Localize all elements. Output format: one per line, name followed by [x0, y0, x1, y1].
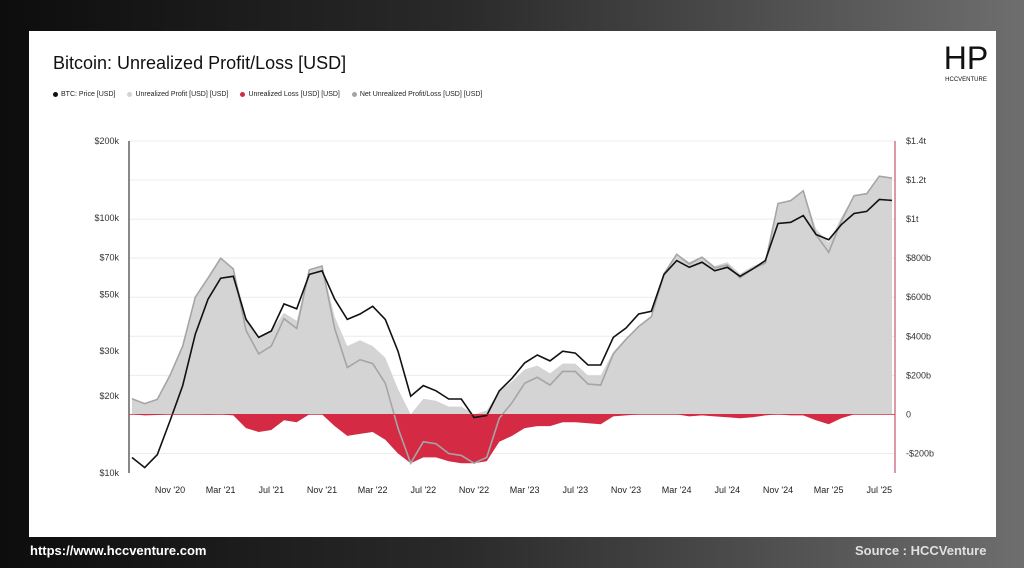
- x-tick-label: Mar '21: [206, 485, 236, 495]
- area-series: [132, 176, 892, 464]
- grid-lines: [129, 140, 895, 454]
- x-tick-label: Jul '23: [562, 485, 588, 495]
- left-tick-label: $10k: [99, 468, 119, 478]
- right-tick-label: $600b: [906, 292, 931, 302]
- legend-swatch-profit: [127, 92, 133, 97]
- line-series: [131, 175, 893, 469]
- left-tick-label: $70k: [99, 252, 119, 262]
- left-tick-label: $50k: [99, 290, 119, 300]
- right-tick-label: 0: [906, 409, 911, 419]
- hccventure-logo: HP HCCVENTURE: [944, 40, 988, 83]
- right-tick-label: $1t: [906, 214, 919, 224]
- x-tick-label: Jul '22: [410, 485, 436, 495]
- legend-item-profit[interactable]: Unrealized Profit [USD] [USD]: [127, 91, 228, 98]
- axes: [128, 141, 896, 473]
- legend-label-loss: Unrealized Loss [USD] [USD]: [248, 91, 340, 98]
- unrealized-loss-area: [132, 414, 892, 464]
- right-tick-label: $800b: [906, 253, 931, 263]
- footer-url[interactable]: https://www.hccventure.com: [30, 543, 207, 558]
- x-tick-label: Jul '24: [714, 485, 740, 495]
- x-tick-label: Mar '23: [510, 485, 540, 495]
- legend-swatch-price: [53, 92, 58, 97]
- x-tick-label: Mar '22: [358, 485, 388, 495]
- left-tick-label: $100k: [94, 213, 119, 223]
- x-tick-label: Nov '23: [611, 485, 641, 495]
- legend-item-price[interactable]: BTC: Price [USD]: [53, 91, 115, 98]
- right-axis-ticks: -$200b 0 $200b $400b $600b $800b $1t $1.2t $1.4t: [906, 136, 934, 458]
- x-tick-label: Mar '24: [662, 485, 692, 495]
- legend-swatch-net: [351, 92, 357, 97]
- unrealized-profit-area: [132, 176, 892, 415]
- x-tick-label: Nov '21: [307, 485, 337, 495]
- left-tick-label: $20k: [99, 391, 119, 401]
- net-unrealized-line: [131, 175, 893, 466]
- legend-item-loss[interactable]: Unrealized Loss [USD] [USD]: [240, 91, 340, 98]
- left-tick-label: $200k: [94, 136, 119, 146]
- x-tick-label: Mar '25: [814, 485, 844, 495]
- chart-plot: $10k $20k $30k $50k $70k $100k $200k -$200b 0 $2…: [94, 136, 934, 495]
- chart-card: Bitcoin: Unrealized Profit/Loss [USD] BT…: [29, 31, 996, 537]
- logo-mark: HP: [944, 40, 988, 76]
- left-tick-label: $30k: [99, 346, 119, 356]
- x-tick-label: Nov '20: [155, 485, 185, 495]
- right-tick-label: $1.4t: [906, 136, 927, 146]
- left-axis-ticks: $10k $20k $30k $50k $70k $100k $200k: [94, 136, 119, 478]
- btc-price-line: [131, 198, 893, 469]
- logo-text: HCCVENTURE: [945, 77, 987, 83]
- x-tick-label: Nov '24: [763, 485, 793, 495]
- x-tick-label: Jul '25: [866, 485, 892, 495]
- chart-title: Bitcoin: Unrealized Profit/Loss [USD]: [53, 53, 347, 73]
- x-tick-label: Jul '21: [258, 485, 284, 495]
- right-tick-label: $1.2t: [906, 175, 927, 185]
- legend-item-net[interactable]: Net Unrealized Profit/Loss [USD] [USD]: [351, 91, 483, 98]
- x-axis-ticks: Nov '20 Mar '21 Jul '21 Nov '21 Mar '22 Jul '…: [155, 485, 892, 495]
- chart-legend: BTC: Price [USD] Unrealized Profit [USD]…: [53, 91, 482, 98]
- legend-label-net: Net Unrealized Profit/Loss [USD] [USD]: [359, 91, 483, 98]
- right-tick-label: -$200b: [906, 448, 934, 458]
- right-tick-label: $200b: [906, 370, 931, 380]
- legend-label-price: BTC: Price [USD]: [61, 91, 116, 98]
- x-tick-label: Nov '22: [459, 485, 489, 495]
- footer-source: Source : HCCVenture: [855, 543, 987, 558]
- legend-swatch-loss: [240, 92, 246, 97]
- right-tick-label: $400b: [906, 331, 931, 341]
- legend-label-profit: Unrealized Profit [USD] [USD]: [135, 91, 229, 98]
